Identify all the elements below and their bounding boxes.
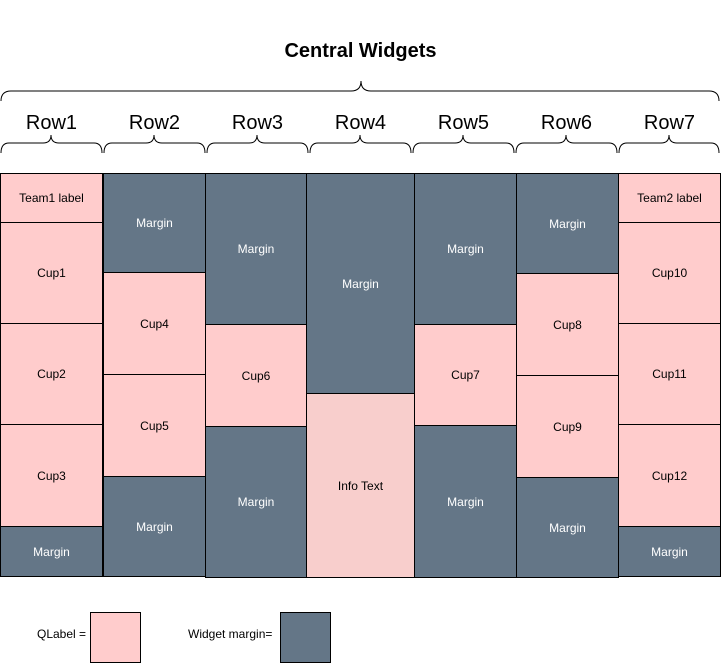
- row-braces: [0, 80, 720, 154]
- cup7-label: Cup7: [414, 324, 517, 426]
- cup8-label: Cup8: [516, 273, 619, 376]
- cup4-label: Cup4: [103, 272, 206, 375]
- cup6-label: Cup6: [205, 324, 307, 427]
- row3-top-margin: Margin: [205, 173, 307, 325]
- cup2-label: Cup2: [0, 323, 103, 425]
- legend-qlabel-text: QLabel =: [37, 627, 87, 641]
- row6-brace: [515, 134, 618, 154]
- row6-label: Row6: [540, 112, 593, 134]
- row5-bottom-margin: Margin: [414, 425, 517, 578]
- row7-brace: [618, 134, 720, 154]
- diagram-title: Central Widgets: [284, 40, 437, 62]
- row2-bottom-margin: Margin: [103, 476, 206, 577]
- cup11-label: Cup11: [618, 323, 721, 425]
- cup10-label: Cup10: [618, 222, 721, 324]
- row4-label: Row4: [334, 112, 387, 134]
- row4-top-margin: Margin: [306, 173, 415, 394]
- cup12-label: Cup12: [618, 424, 721, 527]
- row3-bottom-margin: Margin: [205, 426, 307, 578]
- row1-brace: [0, 134, 103, 154]
- info-text: Info Text: [306, 393, 415, 578]
- cup3-label: Cup3: [0, 424, 103, 527]
- row7-label: Row7: [643, 112, 696, 134]
- row5-label: Row5: [437, 112, 490, 134]
- cup1-label: Cup1: [0, 222, 103, 324]
- row2-brace: [103, 134, 206, 154]
- row5-brace: [412, 134, 515, 154]
- row3-label: Row3: [231, 112, 284, 134]
- row3-brace: [206, 134, 309, 154]
- legend-qlabel-swatch: [90, 612, 141, 663]
- row2-top-margin: Margin: [103, 173, 206, 273]
- row2-label: Row2: [128, 112, 181, 134]
- row5-top-margin: Margin: [414, 173, 517, 325]
- row1-bottom-margin: Margin: [0, 526, 103, 577]
- cup5-label: Cup5: [103, 374, 206, 477]
- row7-bottom-margin: Margin: [618, 526, 721, 577]
- cup9-label: Cup9: [516, 375, 619, 478]
- row6-bottom-margin: Margin: [516, 477, 619, 578]
- team1-label: Team1 label: [0, 173, 103, 223]
- row6-top-margin: Margin: [516, 173, 619, 274]
- top-brace: [0, 80, 720, 102]
- legend-margin-text: Widget margin=: [188, 627, 273, 641]
- team2-label: Team2 label: [618, 173, 721, 223]
- legend-margin-swatch: [280, 612, 331, 663]
- row4-brace: [309, 134, 412, 154]
- row1-label: Row1: [25, 112, 78, 134]
